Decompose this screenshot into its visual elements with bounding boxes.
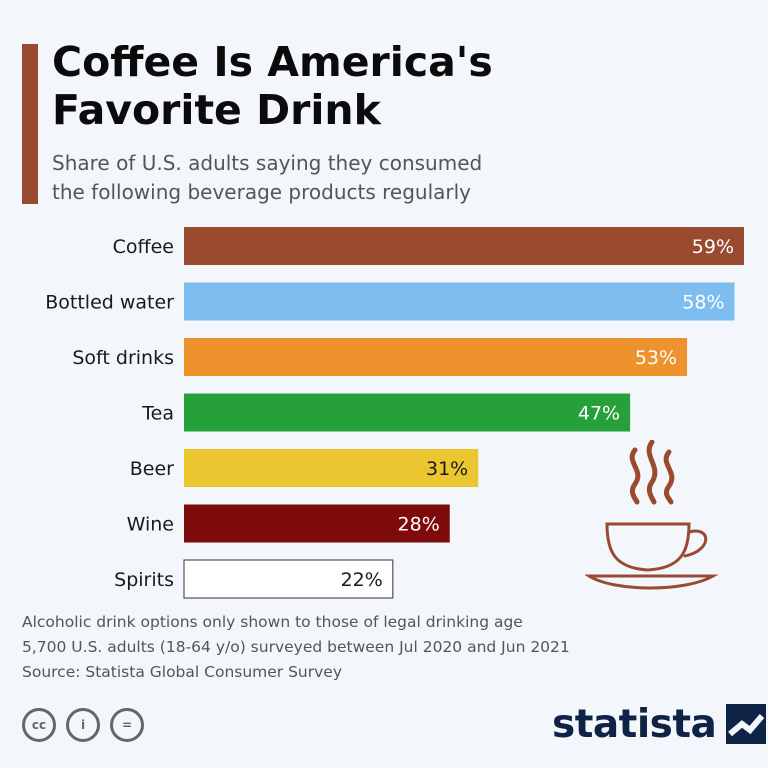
value-label: 22% <box>341 569 383 591</box>
footnotes: Alcoholic drink options only shown to th… <box>22 610 570 685</box>
cc-icon[interactable]: cc <box>22 708 56 742</box>
category-label: Coffee <box>113 236 174 258</box>
by-icon[interactable]: i <box>66 708 100 742</box>
title-line-1: Coffee Is America's <box>52 38 493 86</box>
category-label: Bottled water <box>45 292 174 314</box>
bar <box>184 504 450 543</box>
bar <box>184 393 631 432</box>
value-label: 47% <box>578 403 620 425</box>
category-label: Spirits <box>114 569 174 591</box>
value-label: 59% <box>692 236 734 258</box>
subtitle-line-2: the following beverage products regularl… <box>52 180 472 204</box>
footnote-source: Source: Statista Global Consumer Survey <box>22 663 343 681</box>
title-accent-bar <box>22 44 38 204</box>
statista-logo-icon <box>726 704 767 744</box>
subtitle-line-1: Share of U.S. adults saying they consume… <box>52 151 483 175</box>
footnote-survey-note: 5,700 U.S. adults (18-64 y/o) surveyed b… <box>22 638 570 656</box>
bar <box>184 227 744 265</box>
value-label: 28% <box>398 514 440 536</box>
chart-subtitle: Share of U.S. adults saying they consume… <box>52 149 482 207</box>
bar <box>184 338 688 376</box>
category-label: Wine <box>127 514 174 536</box>
nd-icon[interactable]: = <box>110 708 144 742</box>
value-label: 31% <box>426 458 468 480</box>
footnote-age-note: Alcoholic drink options only shown to th… <box>22 613 523 631</box>
bar <box>184 449 479 487</box>
license-icons: cc i = <box>22 708 144 742</box>
brand-name: statista <box>552 701 717 747</box>
category-label: Soft drinks <box>72 347 174 369</box>
title-line-2: Favorite Drink <box>52 86 381 134</box>
value-label: 53% <box>635 347 677 369</box>
statista-logo[interactable]: statista <box>552 700 767 748</box>
chart-title: Coffee Is America's Favorite Drink <box>52 38 493 134</box>
bar <box>184 282 735 321</box>
category-label: Beer <box>130 458 174 480</box>
value-label: 58% <box>682 292 724 314</box>
category-label: Tea <box>141 403 174 425</box>
coffee-cup-icon <box>585 440 719 590</box>
bar <box>183 559 394 599</box>
